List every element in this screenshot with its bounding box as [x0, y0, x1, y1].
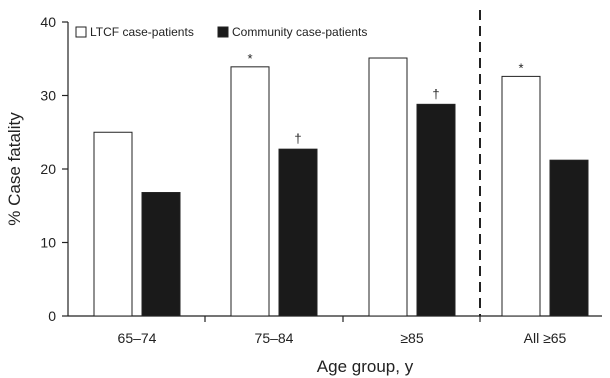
bar-community-3: [549, 159, 589, 317]
y-tick-label: 10: [40, 235, 56, 251]
y-tick-label: 20: [40, 161, 56, 177]
bar-ltcf-1: [230, 66, 270, 317]
bar-ltcf-3: [501, 75, 541, 317]
y-axis-title: % Case fatality: [5, 112, 24, 226]
x-tick-label: ≥85: [400, 330, 423, 346]
y-tick-label: 30: [40, 88, 56, 104]
significance-asterisk: *: [518, 60, 523, 75]
legend-swatch-ltcf: [75, 26, 87, 38]
significance-dagger: †: [294, 131, 301, 146]
significance-asterisk: *: [247, 51, 252, 66]
x-tick-label: 75–84: [255, 330, 294, 346]
y-tick-label: 40: [40, 14, 56, 30]
legend-swatch-community: [217, 26, 229, 38]
bar-community-1: [278, 148, 318, 317]
legend-label-ltcf: LTCF case-patients: [90, 25, 194, 39]
legend-label-community: Community case-patients: [232, 25, 367, 39]
bar-ltcf-0: [93, 131, 133, 317]
bar-ltcf-2: [368, 57, 408, 317]
legend: LTCF case-patients Community case-patien…: [75, 25, 367, 39]
annotations: * * † †: [247, 51, 523, 146]
x-tick-label: 65–74: [118, 330, 157, 346]
x-axis-title: Age group, y: [317, 357, 414, 376]
bars: [93, 57, 589, 317]
y-tick-label: 0: [48, 308, 56, 324]
bar-community-0: [141, 192, 181, 317]
bar-community-2: [416, 103, 456, 317]
significance-dagger: †: [432, 86, 439, 101]
x-tick-label: All ≥65: [524, 330, 567, 346]
x-axis-ticks: 65–74 75–84 ≥85 All ≥65: [118, 316, 567, 346]
y-axis-ticks: 0 10 20 30 40: [40, 14, 68, 324]
